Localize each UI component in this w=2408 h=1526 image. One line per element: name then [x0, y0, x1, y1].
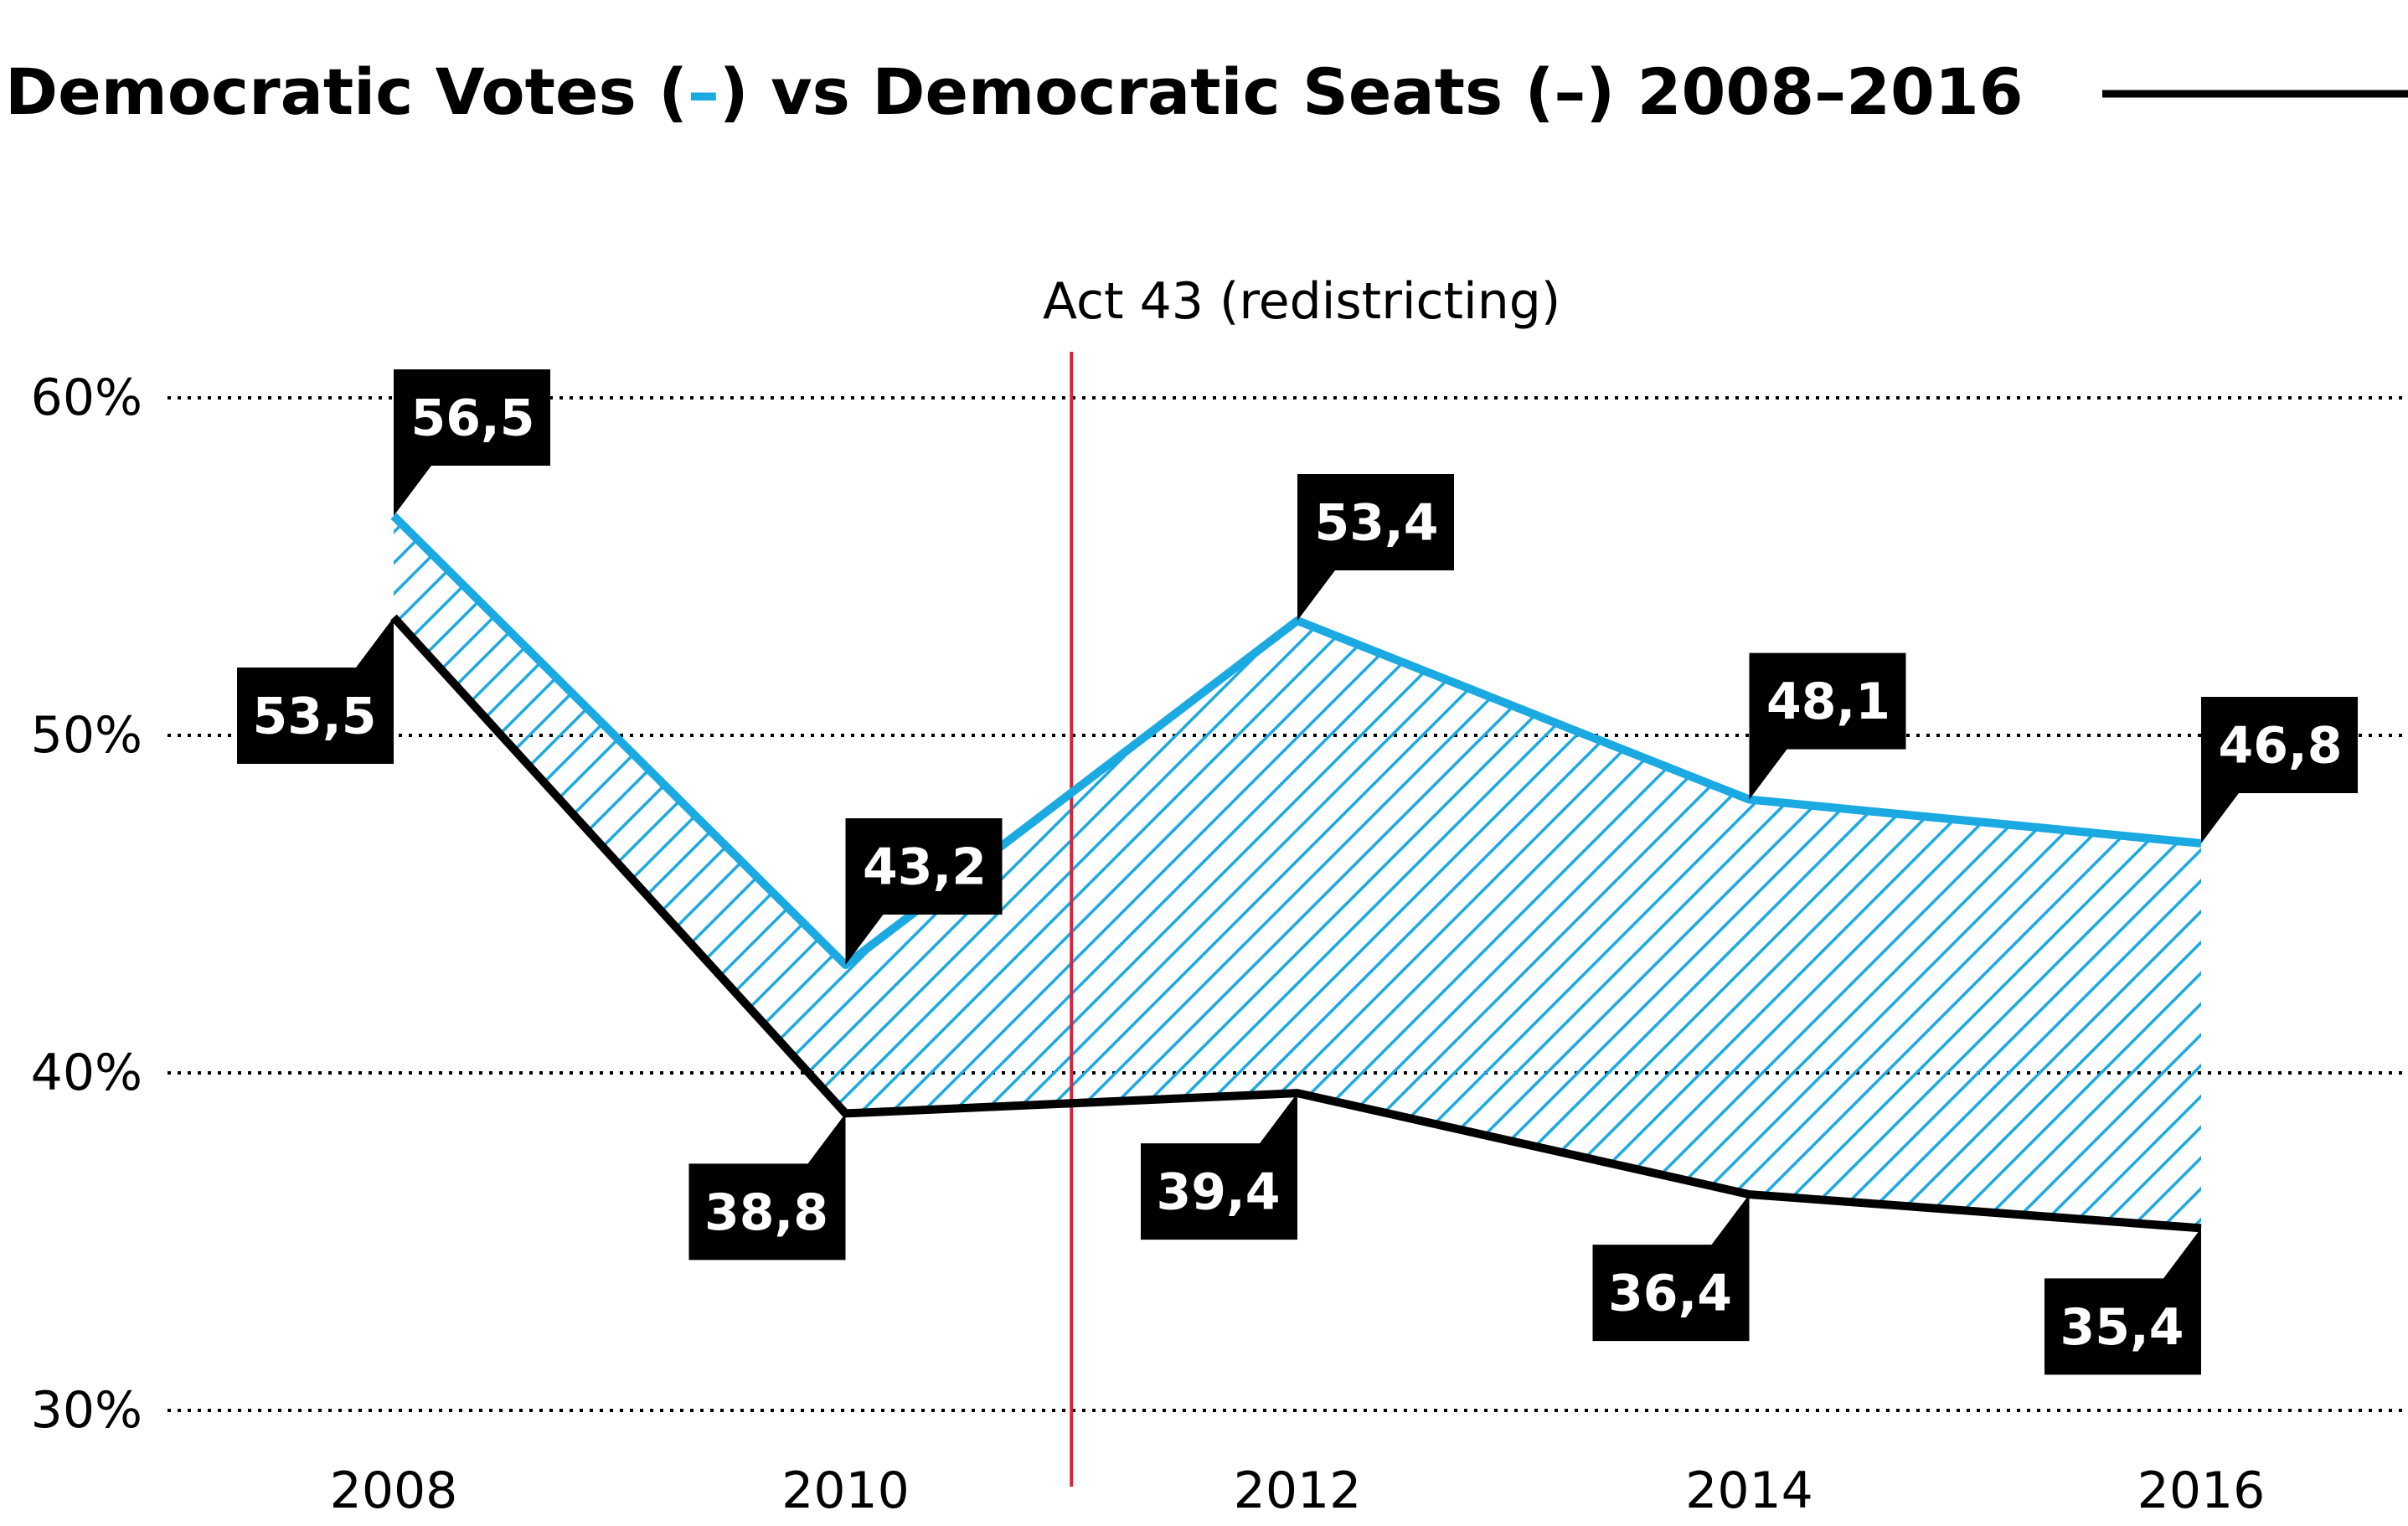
- seats-data-label-text: 35,4: [2060, 1298, 2184, 1357]
- data-labels: 56,5 53,5 43,2 38,8 53,4 39,4 48,1 36,4 46,8 35,4: [237, 369, 2358, 1375]
- seats-data-label: 39,4: [1141, 1093, 1297, 1240]
- y-tick-label: 30%: [31, 1381, 142, 1440]
- event-marker: Act 43 (redistricting): [1043, 272, 1560, 1487]
- votes-data-label: 46,8: [2201, 696, 2358, 843]
- seats-data-label: 36,4: [1592, 1194, 1750, 1342]
- seats-data-label: 35,4: [2044, 1228, 2201, 1375]
- x-tick-label: 2010: [781, 1462, 910, 1520]
- title-part2: ) vs Democratic Seats (: [719, 54, 1555, 129]
- y-tick-labels: 60% 50% 40% 30%: [31, 369, 142, 1440]
- votes-data-label-text: 53,4: [1314, 493, 1438, 552]
- seats-data-label: 53,5: [237, 616, 394, 764]
- votes-data-label-box: [1297, 473, 1454, 621]
- votes-legend-marker: –: [688, 54, 719, 129]
- seats-data-label-box: [1592, 1194, 1750, 1342]
- seats-data-label-box: [1141, 1093, 1297, 1240]
- x-tick-label: 2016: [2137, 1462, 2266, 1520]
- seats-data-label: 38,8: [688, 1113, 846, 1260]
- chart-title: Democratic Votes (–) vs Democratic Seats…: [5, 54, 2024, 129]
- votes-data-label-text: 56,5: [410, 389, 534, 448]
- votes-data-label: 48,1: [1749, 652, 1906, 800]
- y-tick-label: 60%: [31, 369, 142, 427]
- votes-data-label: 56,5: [394, 369, 550, 517]
- event-label: Act 43 (redistricting): [1043, 272, 1560, 331]
- title-part3: ) 2008–2016: [1586, 54, 2023, 129]
- seats-data-label-box: [237, 616, 394, 764]
- votes-data-label: 53,4: [1297, 473, 1454, 621]
- seats-data-label-text: 39,4: [1156, 1163, 1280, 1222]
- y-tick-label: 40%: [31, 1044, 142, 1102]
- gap-area: [394, 516, 2201, 1229]
- votes-data-label-box: [394, 369, 550, 517]
- votes-data-label-text: 46,8: [2218, 716, 2342, 775]
- votes-data-label: 43,2: [845, 818, 1003, 966]
- votes-data-label-box: [845, 818, 1003, 966]
- title-part1: Democratic Votes (: [5, 54, 688, 129]
- seats-data-label-text: 36,4: [1608, 1265, 1732, 1323]
- votes-data-label-text: 48,1: [1766, 673, 1890, 731]
- x-tick-label: 2008: [330, 1462, 458, 1520]
- gap-area-fill: [394, 516, 2201, 1229]
- votes-data-label-box: [1749, 652, 1906, 800]
- seats-data-label-text: 53,5: [252, 687, 376, 745]
- y-tick-label: 50%: [31, 706, 142, 765]
- votes-data-label-text: 43,2: [863, 838, 987, 897]
- seats-legend-marker: –: [1554, 54, 1586, 129]
- x-tick-label: 2014: [1685, 1462, 1813, 1520]
- seats-data-label-box: [2044, 1228, 2201, 1375]
- votes-data-label-box: [2201, 696, 2358, 843]
- seats-data-label-box: [688, 1113, 846, 1260]
- x-tick-labels: 2008 2010 2012 2014 2016: [330, 1462, 2266, 1520]
- x-tick-label: 2012: [1234, 1462, 1362, 1520]
- seats-data-label-text: 38,8: [704, 1183, 828, 1242]
